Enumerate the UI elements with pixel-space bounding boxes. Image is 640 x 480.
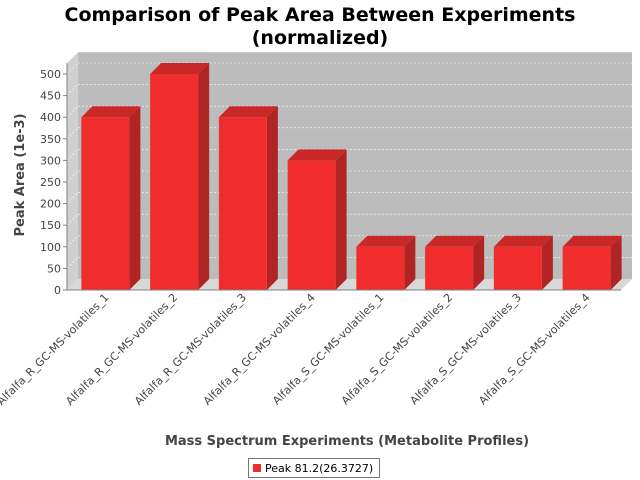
x-tick-label: Alfalfa_R_GC-MS-volatiles_1 [0, 291, 111, 408]
gridline [66, 192, 79, 204]
plot-left-wall [67, 52, 78, 291]
y-tick-label: 50 [47, 262, 61, 275]
gridline [66, 149, 79, 161]
y-tick-label: 450 [40, 90, 61, 103]
legend-swatch [253, 464, 261, 472]
bar [287, 160, 336, 290]
plot-floor [67, 279, 632, 290]
bar [425, 246, 474, 290]
gridline [66, 62, 79, 75]
bar-side [129, 106, 141, 290]
bar [218, 117, 267, 290]
bar [562, 246, 611, 290]
bar-side [610, 235, 622, 290]
legend-label: Peak 81.2(26.3727) [265, 461, 374, 475]
bar-side [266, 106, 278, 290]
x-ticks: Alfalfa_R_GC-MS-volatiles_1Alfalfa_R_GC-… [0, 291, 593, 408]
y-tick-label: 250 [40, 176, 61, 189]
y-tick-label: 150 [40, 219, 61, 232]
bar-side [404, 235, 416, 290]
x-tick-label: Alfalfa_S_GC-MS-volatiles_1 [270, 291, 386, 407]
gridline [66, 170, 79, 183]
bar-side [198, 63, 210, 290]
bar [81, 117, 130, 290]
gridline [66, 127, 79, 140]
bars [81, 63, 622, 290]
gridline [66, 235, 79, 248]
bar-top [218, 106, 278, 118]
x-axis-label: Mass Spectrum Experiments (Metabolite Pr… [165, 434, 529, 449]
chart-subtitle: (normalized) [251, 27, 389, 49]
bar [356, 246, 405, 290]
x-tick-label: Alfalfa_R_GC-MS-volatiles_2 [63, 291, 180, 408]
x-tick-label: Alfalfa_S_GC-MS-volatiles_3 [408, 291, 524, 407]
bar-top [150, 63, 210, 74]
bar-top [562, 235, 622, 247]
bar-top [287, 149, 347, 161]
x-tick-label: Alfalfa_R_GC-MS-volatiles_3 [132, 291, 249, 408]
bar-top [425, 235, 485, 247]
bar-top [81, 106, 141, 118]
y-ticks: 0 50 100 150 200 250 300 350 400 450 500 [40, 68, 67, 297]
gridline [66, 213, 79, 226]
legend: Peak 81.2(26.3727) [248, 458, 381, 478]
y-tick-label: 350 [40, 133, 61, 146]
bar-side [335, 149, 347, 290]
x-tick-label: Alfalfa_S_GC-MS-volatiles_4 [476, 291, 592, 407]
bar-side [473, 235, 485, 290]
y-tick-label: 100 [40, 241, 61, 254]
axes [66, 63, 621, 291]
bar [150, 74, 199, 290]
bar [493, 246, 542, 290]
gridline [66, 105, 79, 118]
bar-top [493, 235, 553, 247]
y-axis-label: Peak Area (1e-3) [13, 113, 28, 236]
gridline [66, 84, 79, 96]
chart-title: Comparison of Peak Area Between Experime… [64, 4, 576, 26]
y-tick-label: 200 [40, 198, 61, 211]
y-tick-label: 500 [40, 68, 61, 81]
bar-side [541, 235, 553, 290]
y-tick-label: 300 [40, 154, 61, 167]
x-tick-label: Alfalfa_R_GC-MS-volatiles_4 [201, 291, 318, 408]
y-tick-label: 0 [54, 284, 61, 297]
bar-top [356, 235, 416, 247]
gridline [66, 257, 79, 269]
x-tick-label: Alfalfa_S_GC-MS-volatiles_2 [339, 291, 455, 407]
y-tick-label: 400 [40, 111, 61, 124]
